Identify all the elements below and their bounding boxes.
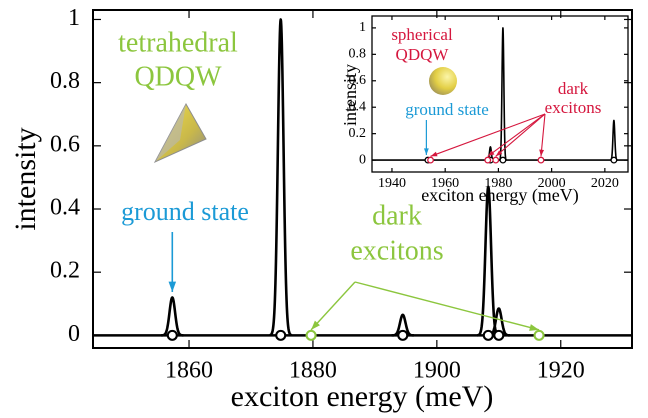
x-tick-label: 1920: [537, 358, 585, 384]
dark-state-marker: [538, 157, 544, 163]
dark-label: dark: [558, 79, 589, 98]
bright-state-marker: [168, 331, 177, 340]
ground-state-label: ground state: [121, 197, 249, 226]
chart: 186018801900192000.20.40.60.81exciton en…: [0, 0, 648, 418]
x-axis-label: exciton energy (meV): [421, 185, 579, 206]
y-tick-label: 1: [359, 20, 366, 35]
bright-state-marker: [398, 331, 407, 340]
x-axis-label: exciton energy (meV): [231, 380, 494, 413]
dark-state-marker: [428, 157, 434, 163]
arrow-shaft: [311, 282, 355, 330]
dark-label: excitons: [545, 98, 602, 117]
dark-label: dark: [372, 200, 422, 231]
x-tick-label: 2020: [591, 176, 619, 191]
system-label: spherical: [391, 25, 453, 44]
peak: [161, 297, 183, 335]
arrow-shaft: [355, 282, 539, 330]
arrow-head: [169, 282, 177, 292]
system-label: QDQW: [134, 61, 222, 92]
x-tick-label: 1940: [378, 176, 406, 191]
y-axis-label: intensity: [340, 64, 360, 126]
y-tick-label: 0.2: [349, 126, 367, 141]
y-tick-label: 1: [68, 5, 80, 31]
bright-state-marker: [276, 331, 285, 340]
bright-state-marker: [484, 331, 493, 340]
y-tick-label: 0: [68, 321, 80, 347]
y-tick-label: 0.6: [50, 131, 80, 157]
dark-state-marker: [493, 157, 499, 163]
bright-state-marker: [494, 331, 503, 340]
y-tick-label: 0.8: [50, 68, 80, 94]
sphere-icon: [429, 67, 457, 95]
y-tick-label: 0: [359, 152, 366, 167]
system-label: QDQW: [396, 45, 450, 64]
dark-state-marker: [485, 157, 491, 163]
bright-state-marker: [500, 157, 506, 163]
dark-label: excitons: [350, 235, 443, 266]
dark-state-marker: [535, 331, 544, 340]
y-axis-label: intensity: [9, 127, 42, 230]
peak: [270, 19, 292, 335]
y-tick-label: 0.8: [349, 47, 367, 62]
y-tick-label: 0.2: [50, 258, 80, 284]
system-label: tetrahedral: [118, 27, 238, 58]
x-tick-label: 1860: [165, 358, 213, 384]
arrow-head: [529, 324, 539, 331]
ground-state-label: ground state: [405, 100, 489, 119]
tetrahedron-icon: [155, 104, 206, 162]
y-tick-label: 0.4: [50, 195, 80, 221]
dark-state-marker: [307, 331, 316, 340]
bright-state-marker: [611, 157, 617, 163]
